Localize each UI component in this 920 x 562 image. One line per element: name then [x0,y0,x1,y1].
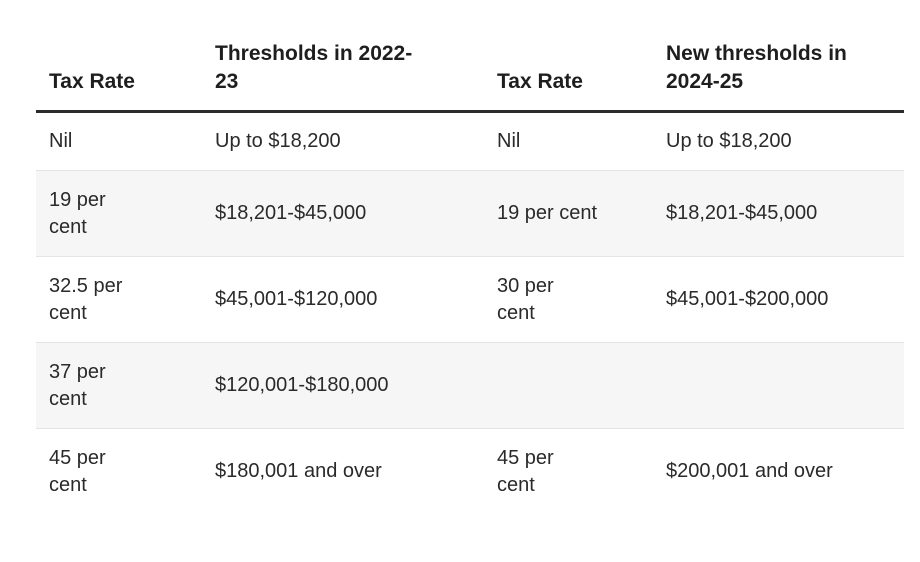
cell-old-threshold: $18,201-$45,000 [202,170,484,257]
table-row: 32.5 per cent $45,001-$120,000 30 per ce… [36,256,904,343]
cell-new-rate: 19 per cent [484,170,653,257]
cell-new-rate: Nil [497,130,521,152]
header-thresholds-2022-23: Thresholds in 2022-23 [202,32,484,113]
cell-old-threshold: $120,001-$180,000 [202,342,484,429]
table-row: 45 per cent $180,001 and over 45 per cen… [36,428,904,515]
cell-new-threshold: $18,201-$45,000 [653,170,904,257]
cell-old-rate: 45 per cent [36,428,202,515]
header-thresholds-2024-25: New thresholds in 2024-25 [653,32,904,113]
tax-threshold-table-container: Tax Rate Thresholds in 2022-23 Tax Rate … [36,32,904,515]
cell-old-threshold: $180,001 and over [202,428,484,515]
cell-new-rate [484,342,653,429]
cell-old-rate: 37 per cent [36,342,202,429]
table-row: Nil Up to $18,200 Nil Up to $18,200 [36,112,904,171]
tax-threshold-table: Tax Rate Thresholds in 2022-23 Tax Rate … [36,32,904,515]
cell-old-rate: 32.5 per cent [36,256,202,343]
cell-old-rate: Nil [49,130,73,152]
header-tax-rate-2022-23: Tax Rate [36,32,202,113]
table-row: 37 per cent $120,001-$180,000 [36,342,904,429]
table-header-row: Tax Rate Thresholds in 2022-23 Tax Rate … [36,32,904,113]
cell-new-rate: 45 per cent [484,428,653,515]
cell-new-rate: 30 per cent [484,256,653,343]
header-tax-rate-2024-25: Tax Rate [484,32,653,113]
cell-new-threshold: Up to $18,200 [666,130,792,152]
cell-new-threshold [653,342,904,429]
table-row: 19 per cent $18,201-$45,000 19 per cent … [36,170,904,257]
cell-old-threshold: $45,001-$120,000 [202,256,484,343]
cell-new-threshold: $200,001 and over [653,428,904,515]
cell-old-rate: 19 per cent [36,170,202,257]
cell-new-threshold: $45,001-$200,000 [653,256,904,343]
cell-old-threshold: Up to $18,200 [215,130,341,152]
